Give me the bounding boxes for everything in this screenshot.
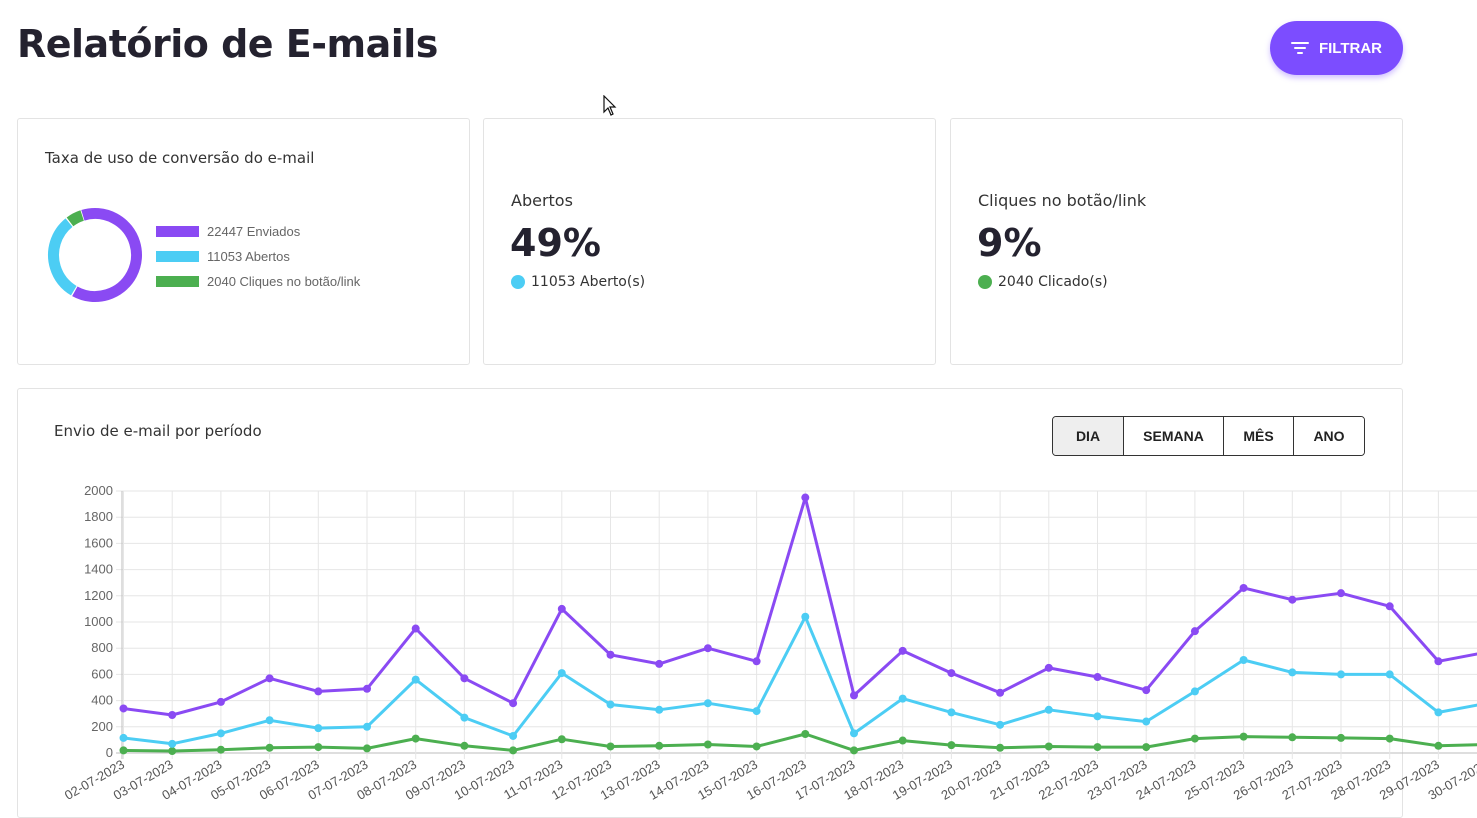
legend-swatch-abertos	[156, 251, 199, 262]
x-tick-label: 30-07-2023	[1426, 757, 1477, 803]
filter-icon	[1291, 42, 1309, 54]
opened-label: Abertos	[511, 191, 573, 210]
legend-label-cliques: 2040 Cliques no botão/link	[207, 274, 360, 289]
mouse-cursor-icon	[603, 95, 617, 117]
conversion-legend: 22447 Enviados 11053 Abertos 2040 Clique…	[156, 219, 360, 294]
legend-item-enviados: 22447 Enviados	[156, 219, 360, 244]
donut-slice-enviados	[45, 205, 145, 305]
period-button-dia[interactable]: DIA	[1053, 417, 1123, 455]
donut-slice-abertos	[45, 205, 145, 305]
clicks-count: 2040 Clicado(s)	[978, 274, 1108, 290]
data-point-enviados	[1434, 657, 1442, 665]
clicks-label: Cliques no botão/link	[978, 191, 1146, 210]
period-toggle: DIA SEMANA MÊS ANO	[1052, 416, 1365, 456]
opened-percentage: 49%	[510, 221, 601, 265]
conversion-donut-chart	[45, 205, 145, 305]
legend-label-enviados: 22447 Enviados	[207, 224, 300, 239]
conversion-card-title: Taxa de uso de conversão do e-mail	[45, 149, 314, 167]
donut-slice-cliques	[45, 205, 145, 305]
opened-dot-icon	[511, 275, 525, 289]
legend-label-abertos: 11053 Abertos	[207, 249, 290, 264]
period-card-title: Envio de e-mail por período	[54, 422, 262, 440]
period-card: Envio de e-mail por período DIA SEMANA M…	[17, 388, 1403, 818]
data-point-cliques	[1434, 742, 1442, 750]
data-point-abertos	[1434, 708, 1442, 716]
conversion-card: Taxa de uso de conversão do e-mail 22447…	[17, 118, 470, 365]
period-button-ano[interactable]: ANO	[1293, 417, 1364, 455]
period-button-mes[interactable]: MÊS	[1223, 417, 1293, 455]
opened-card: Abertos 49% 11053 Aberto(s)	[483, 118, 936, 365]
clicks-card: Cliques no botão/link 9% 2040 Clicado(s)	[950, 118, 1403, 365]
opened-count: 11053 Aberto(s)	[511, 274, 645, 290]
clicks-percentage: 9%	[977, 221, 1042, 265]
legend-item-cliques: 2040 Cliques no botão/link	[156, 269, 360, 294]
page-title: Relatório de E-mails	[17, 22, 438, 66]
opened-count-label: 11053 Aberto(s)	[531, 274, 645, 290]
legend-swatch-enviados	[156, 226, 199, 237]
filter-button[interactable]: FILTRAR	[1270, 21, 1403, 75]
legend-item-abertos: 11053 Abertos	[156, 244, 360, 269]
period-button-semana[interactable]: SEMANA	[1123, 417, 1223, 455]
legend-swatch-cliques	[156, 276, 199, 287]
filter-button-label: FILTRAR	[1319, 40, 1382, 57]
clicks-dot-icon	[978, 275, 992, 289]
clicks-count-label: 2040 Clicado(s)	[998, 274, 1108, 290]
